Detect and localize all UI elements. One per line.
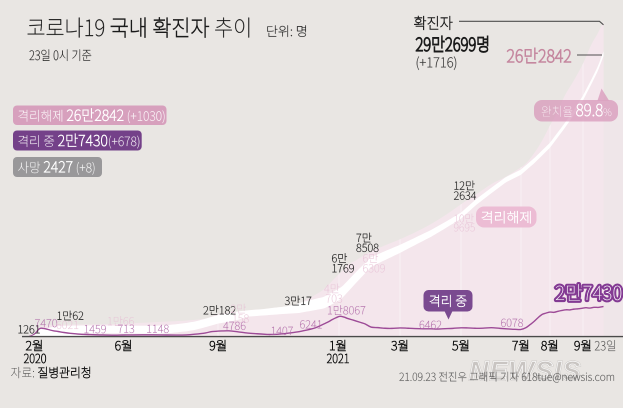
svg-text:NEWSIS: NEWSIS bbox=[469, 356, 582, 386]
